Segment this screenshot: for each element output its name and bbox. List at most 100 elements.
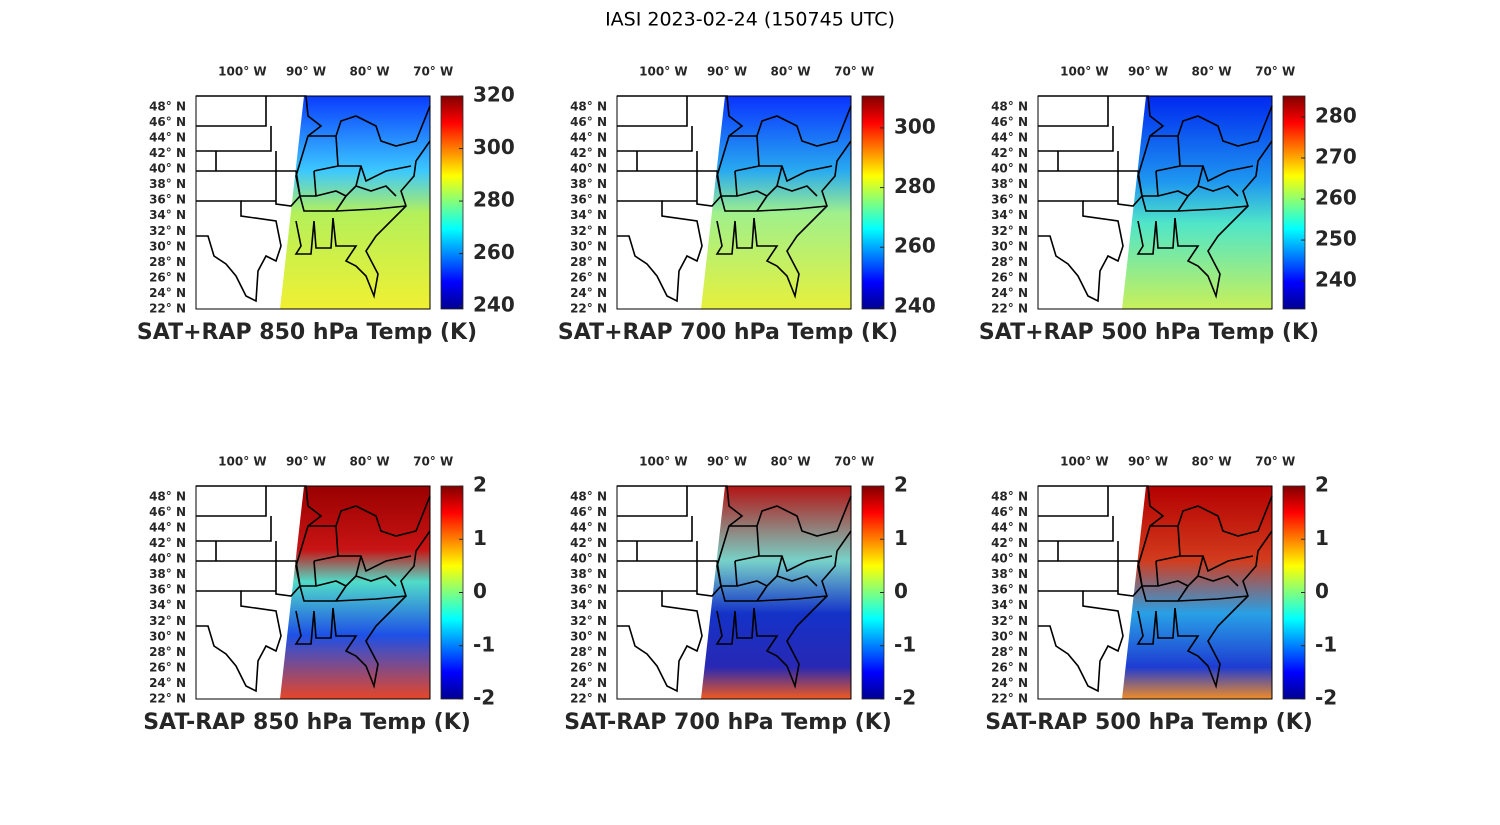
- colorbar-label: 260: [473, 240, 515, 264]
- colorbar-label: 1: [1315, 526, 1329, 550]
- colorbar-label: 320: [473, 83, 515, 107]
- lat-label: 34° N: [991, 598, 1028, 612]
- lon-label: 90° W: [286, 455, 326, 469]
- state-boundary: [1142, 560, 1199, 602]
- lat-label: 30° N: [149, 239, 186, 253]
- state-boundary: [715, 140, 852, 299]
- state-boundary: [300, 170, 357, 212]
- lat-label: 34° N: [149, 598, 186, 612]
- lon-label: 80° W: [1192, 65, 1232, 79]
- lon-label: 90° W: [1128, 455, 1168, 469]
- colorbar-label: 300: [894, 114, 936, 138]
- map-frame: [616, 95, 852, 310]
- colorbar: [861, 95, 885, 310]
- lat-label: 40° N: [570, 162, 607, 176]
- lat-label: 32° N: [991, 614, 1028, 628]
- lon-label: 90° W: [286, 65, 326, 79]
- state-boundary: [662, 170, 722, 207]
- colorbar-label: 300: [473, 135, 515, 159]
- lat-label: 26° N: [149, 270, 186, 284]
- lat-label: 46° N: [570, 505, 607, 519]
- colorbar-label: 260: [1315, 186, 1357, 210]
- lat-label: 22° N: [570, 302, 607, 316]
- lon-label: 90° W: [1128, 65, 1168, 79]
- state-boundary: [294, 530, 431, 689]
- lat-label: 38° N: [570, 177, 607, 191]
- colorbar-label: -1: [894, 632, 916, 656]
- lat-label: 34° N: [149, 208, 186, 222]
- lat-label: 44° N: [570, 130, 607, 144]
- colorbar-label: 240: [894, 293, 936, 317]
- state-boundary: [617, 590, 703, 693]
- lat-label: 46° N: [149, 505, 186, 519]
- colorbar-label: 250: [1315, 227, 1357, 251]
- map-panel: 100° W 90° W 80° W 70° W 48° N 46° N44° N 42° …: [985, 455, 1337, 736]
- lat-label: 36° N: [991, 193, 1028, 207]
- lat-label: 22° N: [991, 302, 1028, 316]
- map-panel: 100° W 90° W 80° W 70° W 48° N 46° N44° N 42° …: [564, 455, 916, 736]
- map-frame: [195, 485, 431, 700]
- state-boundary: [1142, 170, 1199, 212]
- lat-label: 26° N: [991, 270, 1028, 284]
- colorbar-label: 270: [1315, 144, 1357, 168]
- colorbar-label: 0: [473, 579, 487, 603]
- state-boundary: [241, 560, 301, 597]
- figure-title: IASI 2023-02-24 (150745 UTC): [605, 9, 895, 31]
- state-boundary: [729, 495, 852, 587]
- colorbar-label: 1: [894, 526, 908, 550]
- lon-label: 70° W: [834, 65, 874, 79]
- lat-label: 36° N: [991, 583, 1028, 597]
- colorbar-label: 240: [473, 293, 515, 317]
- lat-label: 30° N: [570, 629, 607, 643]
- lon-label: 80° W: [350, 65, 390, 79]
- lon-label: 70° W: [413, 455, 453, 469]
- lat-label: 26° N: [570, 660, 607, 674]
- lat-label: 36° N: [570, 193, 607, 207]
- lat-label: 24° N: [570, 676, 607, 690]
- state-boundary: [196, 590, 282, 693]
- lon-label: 100° W: [639, 455, 687, 469]
- lat-label: 22° N: [570, 692, 607, 706]
- lon-label: 100° W: [218, 455, 266, 469]
- lat-label: 28° N: [991, 255, 1028, 269]
- state-boundary: [715, 530, 852, 689]
- lat-label: 48° N: [570, 99, 607, 113]
- state-boundary: [662, 560, 722, 597]
- lat-label: 30° N: [149, 629, 186, 643]
- lat-label: 42° N: [570, 536, 607, 550]
- lat-label: 48° N: [149, 489, 186, 503]
- lat-label: 40° N: [570, 552, 607, 566]
- lat-label: 38° N: [149, 177, 186, 191]
- state-boundary: [300, 560, 357, 602]
- state-boundary: [617, 96, 698, 172]
- lat-label: 46° N: [570, 115, 607, 129]
- lat-label: 40° N: [149, 162, 186, 176]
- state-boundary: [1136, 530, 1273, 689]
- colorbar-label: 2: [473, 473, 487, 497]
- lat-label: 30° N: [991, 239, 1028, 253]
- colorbar-label: 280: [1315, 103, 1357, 127]
- colorbar-label: 260: [894, 234, 936, 258]
- lat-label: 24° N: [570, 286, 607, 300]
- colorbar-label: -1: [1315, 632, 1337, 656]
- state-boundary: [617, 200, 703, 303]
- lat-label: 28° N: [149, 255, 186, 269]
- lon-label: 100° W: [1060, 455, 1108, 469]
- lat-label: 46° N: [149, 115, 186, 129]
- colorbar-label: 280: [473, 188, 515, 212]
- map-frame: [195, 95, 431, 310]
- panel-caption: SAT-RAP 850 hPa Temp (K): [143, 710, 471, 735]
- colorbar-label: 240: [1315, 268, 1357, 292]
- lon-label: 90° W: [707, 455, 747, 469]
- lat-label: 44° N: [991, 130, 1028, 144]
- lat-label: 48° N: [149, 99, 186, 113]
- lon-label: 70° W: [1255, 65, 1295, 79]
- lat-label: 48° N: [991, 489, 1028, 503]
- colorbar-label: -1: [473, 632, 495, 656]
- lat-label: 42° N: [570, 146, 607, 160]
- lat-label: 28° N: [149, 645, 186, 659]
- state-boundary: [196, 486, 277, 562]
- lat-label: 44° N: [149, 130, 186, 144]
- lat-label: 24° N: [991, 676, 1028, 690]
